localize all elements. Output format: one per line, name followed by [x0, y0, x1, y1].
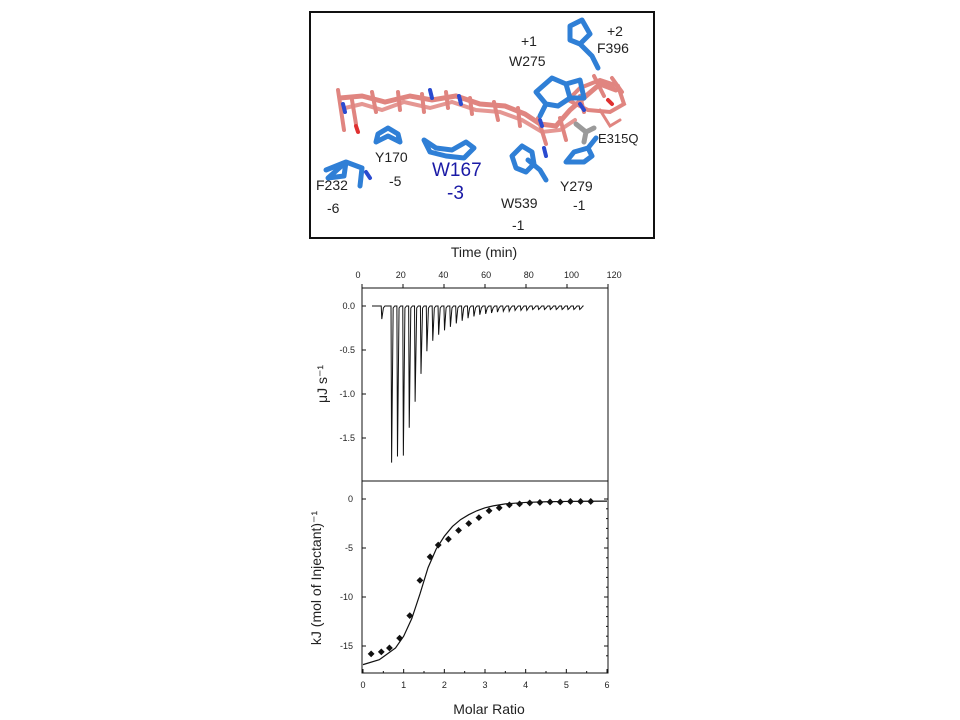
isotherm-point [577, 498, 584, 505]
label-minus5: -5 [389, 173, 402, 189]
raw-x-tick-label: 20 [396, 270, 406, 280]
isotherm-point [416, 576, 424, 584]
label-y170: Y170 [375, 149, 408, 165]
raw-x-tick-label: 120 [607, 270, 622, 280]
label-minus6: -6 [327, 200, 340, 216]
raw-trace-line [372, 305, 584, 463]
raw-y-tick-label: -1.5 [339, 433, 355, 443]
raw-y-tick-label: 0.0 [342, 301, 355, 311]
isotherm-point [526, 499, 534, 507]
isotherm-point [465, 520, 473, 527]
ligand-heteroatoms [341, 88, 548, 158]
raw-y-tick-label: -0.5 [339, 345, 355, 355]
isotherm-x-tick-label: 0 [360, 680, 365, 690]
isotherm-y-axis-title: kJ (mol of Injectant)⁻¹ [308, 511, 324, 646]
isotherm-point [406, 612, 414, 620]
isotherm-x-ticks: 0 1 2 3 4 5 6 [360, 669, 610, 690]
label-e315q: E315Q [598, 131, 638, 146]
ligand-chain [336, 74, 627, 146]
raw-itc-panel: Time (min) 0 20 40 60 80 100 120 0.0 -0.5 -1.0 -1… [314, 244, 622, 482]
isotherm-point [556, 498, 564, 506]
label-plus1: +1 [521, 33, 537, 49]
isotherm-point [516, 500, 523, 508]
protein-heteroatoms [364, 102, 586, 180]
label-y279: Y279 [560, 178, 593, 194]
label-w275: W275 [509, 53, 546, 69]
isotherm-point [445, 535, 452, 543]
isotherm-y-tick-label: -15 [340, 641, 353, 651]
isotherm-plot-frame [361, 480, 609, 674]
isotherm-point [396, 634, 403, 642]
raw-x-tick-label: 100 [564, 270, 579, 280]
isotherm-y-tick-label: -5 [345, 543, 353, 553]
isotherm-point [426, 553, 434, 561]
isotherm-point [386, 644, 393, 652]
isotherm-point [567, 498, 574, 505]
isotherm-point [455, 526, 462, 534]
isotherm-x-tick-label: 6 [604, 680, 609, 690]
protein-sidechains [323, 17, 601, 189]
structure-frame [309, 11, 655, 239]
isotherm-point [536, 499, 544, 506]
isotherm-point [546, 498, 554, 506]
isotherm-point [506, 501, 513, 509]
isotherm-point [495, 504, 503, 512]
isotherm-point [485, 507, 493, 515]
isotherm-y-ticks: 0 -5 -10 -15 [340, 494, 608, 657]
isotherm-point [377, 648, 385, 656]
isotherm-x-axis-title: Molar Ratio [453, 701, 525, 717]
raw-x-tick-label: 0 [355, 270, 360, 280]
e315q-sidechain [573, 121, 597, 145]
isotherm-point [587, 498, 595, 505]
isotherm-x-tick-label: 5 [564, 680, 569, 690]
raw-x-axis-title: Time (min) [451, 244, 517, 260]
raw-y-ticks: 0.0 -0.5 -1.0 -1.5 [339, 301, 366, 443]
isotherm-x-tick-label: 4 [523, 680, 528, 690]
isotherm-x-tick-label: 2 [442, 680, 447, 690]
structure-panel: +1 W275 +2 F396 E315Q Y170 -5 W167 -3 F2… [309, 11, 655, 239]
label-w539: W539 [501, 195, 538, 211]
isotherm-y-tick-label: 0 [348, 494, 353, 504]
isotherm-x-tick-label: 3 [482, 680, 487, 690]
raw-y-axis-title: μJ s⁻¹ [314, 365, 330, 403]
isotherm-point [367, 650, 375, 658]
raw-x-ticks: 0 20 40 60 80 100 120 [355, 270, 622, 288]
ligand-oxygens [354, 98, 614, 134]
raw-x-tick-label: 80 [524, 270, 534, 280]
label-w167: W167 [432, 160, 482, 181]
label-minus1-y279: -1 [573, 197, 586, 213]
isotherm-point [475, 514, 483, 522]
raw-x-tick-label: 60 [481, 270, 491, 280]
isotherm-points [367, 498, 595, 658]
raw-thermogram [372, 305, 584, 463]
isotherm-panel: 0 1 2 3 4 5 6 0 -5 -10 -15 Molar Ratio kJ (mol of… [308, 480, 610, 717]
isotherm-point [434, 541, 442, 549]
isotherm-x-tick-label: 1 [401, 680, 406, 690]
label-minus3: -3 [447, 183, 464, 204]
label-plus2: +2 [607, 23, 623, 39]
label-f232: F232 [316, 177, 348, 193]
isotherm-y-tick-label: -10 [340, 592, 353, 602]
raw-x-tick-label: 40 [438, 270, 448, 280]
label-minus1-w539: -1 [512, 217, 525, 233]
raw-y-tick-label: -1.0 [339, 389, 355, 399]
label-f396: F396 [597, 40, 629, 56]
